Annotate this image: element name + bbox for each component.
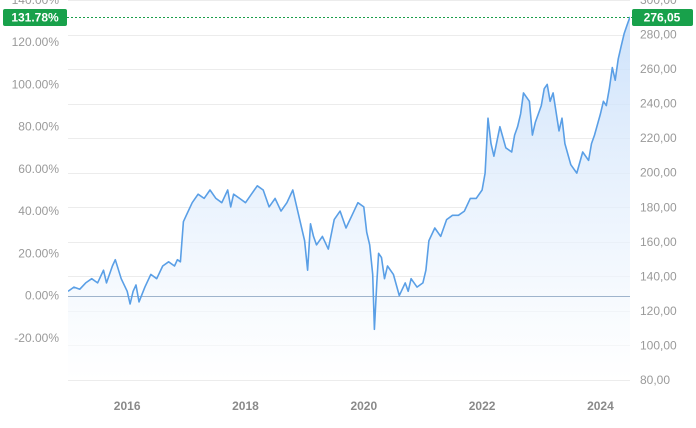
x-tick-label: 2016 [114, 399, 141, 413]
left-tick-label: 120.00% [12, 35, 60, 49]
x-tick-label: 2022 [469, 399, 496, 413]
left-tick-label: 80.00% [18, 120, 59, 134]
left-tick-label: 0.00% [25, 289, 59, 303]
current-percent-badge: 131.78% [3, 9, 67, 26]
x-tick-label: 2018 [232, 399, 259, 413]
x-tick-label: 2024 [587, 399, 614, 413]
right-tick-label: 200,00 [640, 166, 677, 180]
current-percent-label: 131.78% [11, 11, 59, 25]
left-y-axis: 140.00% 120.00% 100.00% 80.00% 60.00% 40.00% 2… [12, 0, 60, 345]
right-tick-label: 160,00 [640, 235, 677, 249]
x-axis: 2016 2018 2020 2022 2024 [114, 399, 614, 413]
right-tick-label: 260,00 [640, 62, 677, 76]
right-tick-label: 220,00 [640, 131, 677, 145]
left-tick-label: 100.00% [12, 77, 60, 91]
right-y-axis: 300,00 280,00 260,00 240,00 220,00 200,00 180,… [640, 0, 677, 387]
right-tick-label: 80,00 [640, 373, 670, 387]
left-tick-label: 20.00% [18, 246, 59, 260]
right-tick-label: 180,00 [640, 200, 677, 214]
right-tick-label: 100,00 [640, 338, 677, 352]
right-tick-label: 240,00 [640, 97, 677, 111]
current-price-badge: 276,05 [632, 9, 693, 26]
right-tick-label: 280,00 [640, 28, 677, 42]
series-area-fill [68, 16, 630, 380]
x-tick-label: 2020 [350, 399, 377, 413]
left-tick-label: -20.00% [14, 331, 59, 345]
left-tick-label: 140.00% [12, 0, 60, 7]
right-tick-label: 120,00 [640, 304, 677, 318]
left-tick-label: 40.00% [18, 204, 59, 218]
right-tick-label: 140,00 [640, 269, 677, 283]
current-price-label: 276,05 [644, 11, 681, 25]
series-line [68, 16, 630, 331]
left-tick-label: 60.00% [18, 162, 59, 176]
right-tick-label: 300,00 [640, 0, 677, 7]
